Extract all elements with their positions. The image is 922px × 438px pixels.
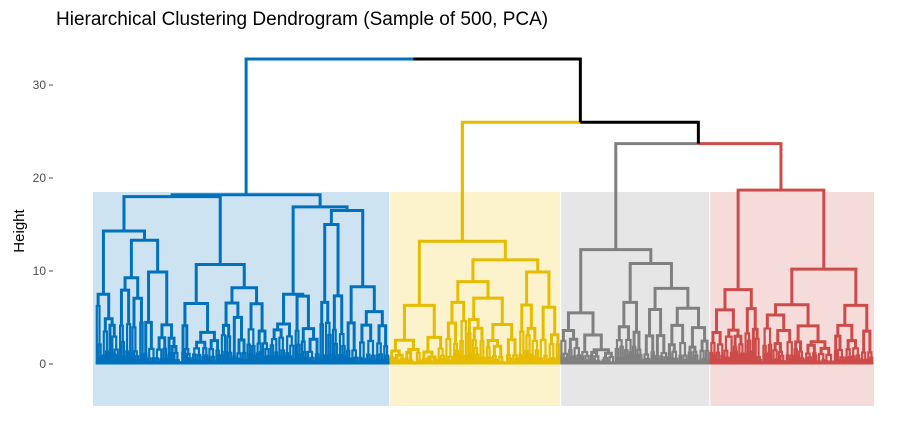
dendrogram-link [244, 57, 414, 195]
dendrogram-link [580, 120, 700, 144]
y-tick-label: 20 [33, 171, 47, 185]
chart-title: Hierarchical Clustering Dendrogram (Samp… [56, 9, 549, 30]
y-tick-label: 30 [33, 78, 47, 92]
y-tick-label: 10 [33, 264, 47, 278]
y-axis-title: Height [11, 208, 28, 252]
dendrogram-link [460, 120, 581, 242]
y-tick-label: 0 [39, 357, 46, 371]
y-axis: 0 10 20 30 Height [11, 78, 53, 371]
cluster-rect-3 [561, 191, 710, 406]
dendrogram-link [614, 142, 699, 250]
dendrogram-link [413, 57, 582, 123]
dendrogram-branches [95, 57, 874, 365]
dendrogram-link [698, 142, 783, 191]
